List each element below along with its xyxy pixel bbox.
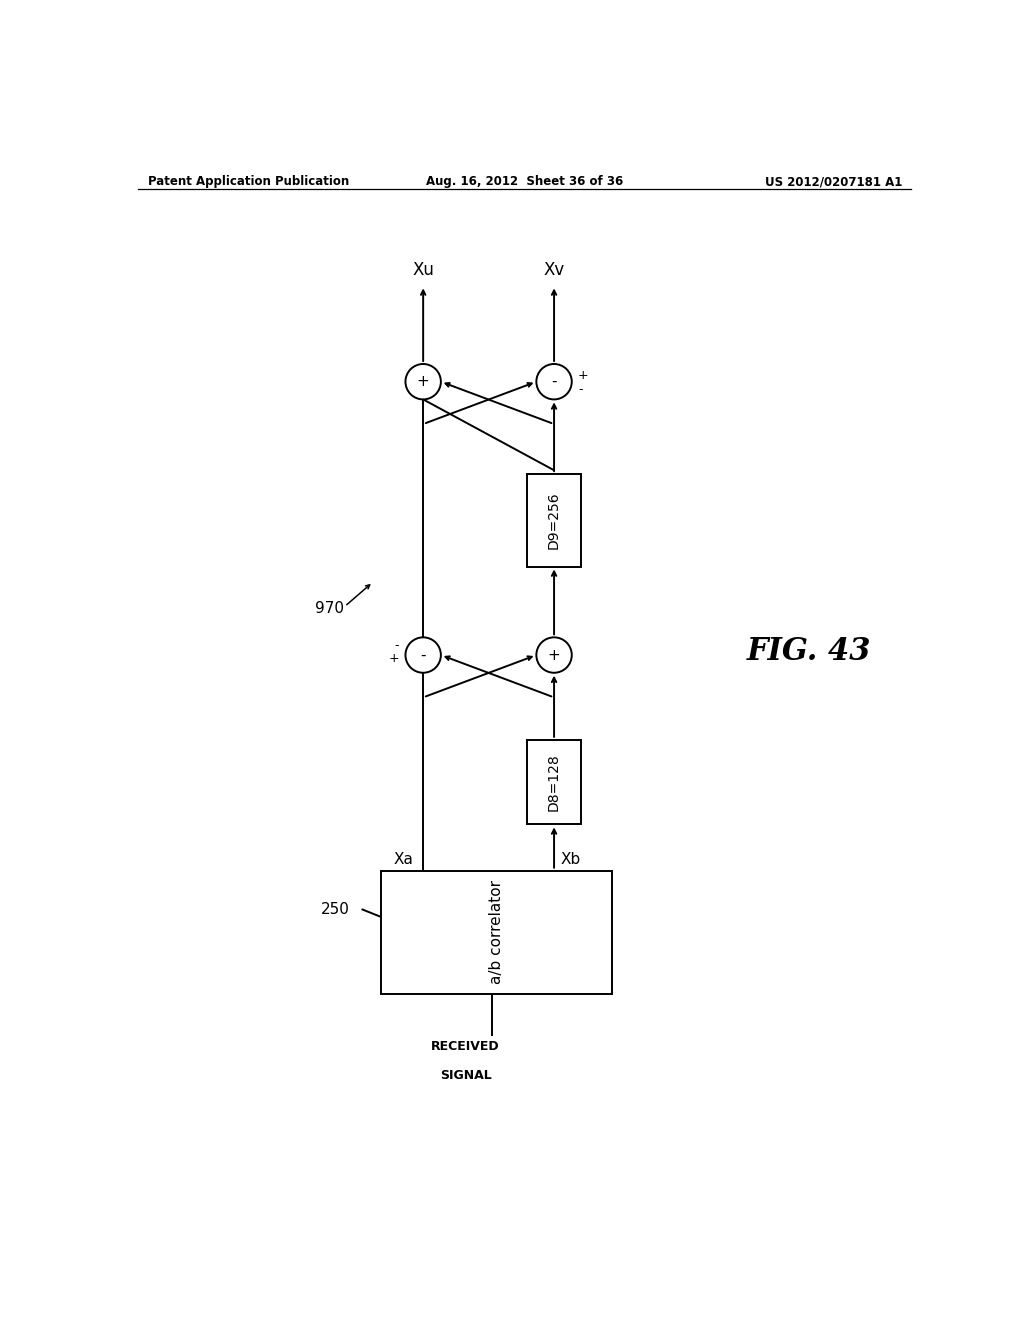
Text: Patent Application Publication: Patent Application Publication bbox=[147, 176, 349, 189]
Text: 970: 970 bbox=[315, 602, 344, 616]
Text: Xb: Xb bbox=[560, 851, 581, 867]
Text: -: - bbox=[578, 383, 583, 396]
Text: Xu: Xu bbox=[413, 261, 434, 280]
Text: Xa: Xa bbox=[394, 851, 414, 867]
Text: US 2012/0207181 A1: US 2012/0207181 A1 bbox=[765, 176, 902, 189]
Text: a/b correlator: a/b correlator bbox=[488, 880, 504, 985]
Text: D8=128: D8=128 bbox=[547, 754, 561, 810]
Text: +: + bbox=[578, 370, 589, 381]
Bar bbox=[527, 474, 581, 566]
Text: Aug. 16, 2012  Sheet 36 of 36: Aug. 16, 2012 Sheet 36 of 36 bbox=[426, 176, 624, 189]
Text: +: + bbox=[417, 374, 429, 389]
Text: +: + bbox=[548, 648, 560, 663]
Bar bbox=[381, 871, 611, 994]
Text: -: - bbox=[551, 374, 557, 389]
Text: -: - bbox=[421, 648, 426, 663]
Text: 250: 250 bbox=[322, 902, 350, 916]
Text: -: - bbox=[395, 639, 399, 652]
Text: +: + bbox=[389, 652, 399, 665]
Bar bbox=[527, 739, 581, 825]
Text: SIGNAL: SIGNAL bbox=[439, 1069, 492, 1081]
Text: D9=256: D9=256 bbox=[547, 491, 561, 549]
Text: RECEIVED: RECEIVED bbox=[431, 1040, 500, 1053]
Text: FIG. 43: FIG. 43 bbox=[746, 636, 871, 667]
Text: Xv: Xv bbox=[544, 261, 564, 280]
